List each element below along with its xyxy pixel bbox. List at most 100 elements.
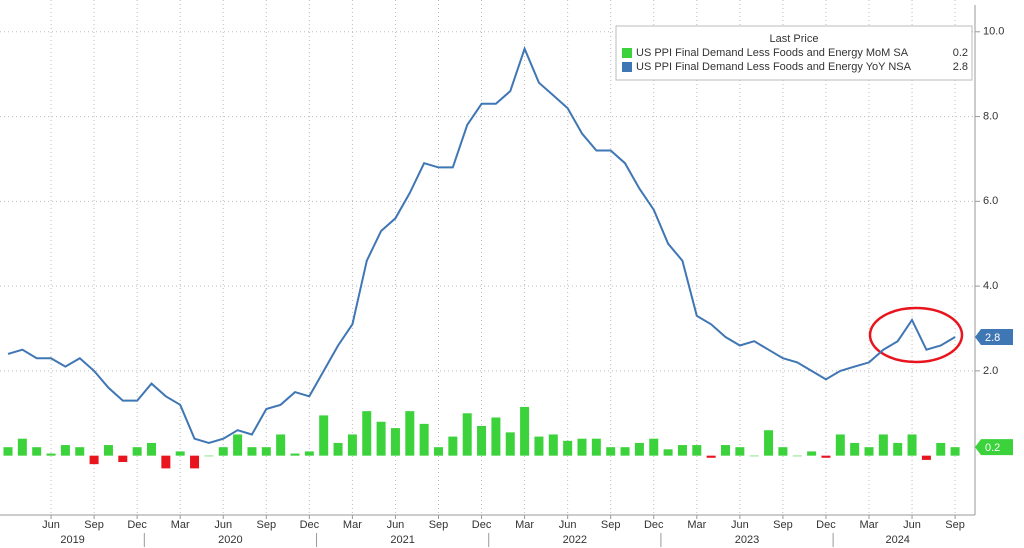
last-price-tag — [975, 439, 1013, 456]
bar — [376, 421, 386, 456]
bar — [190, 455, 200, 469]
highlight-ellipse — [868, 306, 964, 364]
bar — [247, 447, 257, 456]
bar — [563, 440, 573, 456]
bar — [333, 442, 343, 456]
legend-title: Last Price — [770, 33, 819, 45]
x-tick-label: Dec — [472, 519, 492, 531]
bar — [677, 445, 687, 456]
bar — [233, 434, 243, 456]
x-tick-label: Sep — [429, 519, 449, 531]
bar — [60, 445, 70, 456]
bar — [835, 434, 845, 456]
x-tick-label: Mar — [515, 519, 534, 531]
legend-label: US PPI Final Demand Less Foods and Energ… — [636, 47, 909, 59]
bar — [175, 451, 185, 456]
bar — [821, 455, 831, 458]
bar — [304, 451, 314, 456]
bar — [692, 445, 702, 456]
bar — [850, 442, 860, 456]
year-label: 2021 — [390, 534, 414, 546]
legend: Last Price US PPI Final Demand Less Food… — [615, 25, 973, 81]
bar — [620, 447, 630, 456]
last-price-label: 2.8 — [985, 332, 1000, 344]
year-label: 2020 — [218, 534, 242, 546]
bar — [319, 415, 329, 456]
bar — [362, 411, 372, 456]
x-tick-label: Mar — [343, 519, 362, 531]
bar — [32, 447, 42, 456]
year-label: 2019 — [60, 534, 84, 546]
bar — [477, 425, 487, 456]
bar — [936, 442, 946, 456]
legend-swatch — [622, 62, 632, 72]
bar — [663, 449, 673, 456]
bar — [778, 447, 788, 456]
bar — [792, 455, 802, 457]
bar — [17, 438, 27, 456]
y-tick-label: 6.0 — [983, 195, 998, 207]
bar — [46, 453, 56, 456]
bar — [491, 417, 501, 456]
x-tick-label: Jun — [214, 519, 232, 531]
bar — [75, 447, 85, 456]
bar — [764, 430, 774, 456]
bar — [103, 445, 113, 456]
bar — [261, 447, 271, 456]
y-tick-label: 2.0 — [983, 365, 998, 377]
x-tick-label: Jun — [42, 519, 60, 531]
last-price-tag — [975, 328, 1013, 345]
x-tick-label: Jun — [731, 519, 749, 531]
x-tick-label: Dec — [127, 519, 147, 531]
x-tick-label: Jun — [903, 519, 921, 531]
x-tick-label: Sep — [84, 519, 104, 531]
bar — [721, 445, 730, 456]
bar — [878, 434, 888, 456]
bar — [735, 447, 745, 456]
legend-box — [615, 25, 973, 81]
bar — [390, 428, 400, 456]
y-tick-label: 10.0 — [983, 26, 1004, 38]
year-label: 2023 — [735, 534, 759, 546]
x-tick-label: Sep — [773, 519, 793, 531]
bar — [118, 455, 128, 463]
x-tick-label: Dec — [644, 519, 664, 531]
x-tick-label: Sep — [945, 519, 965, 531]
bar — [3, 447, 13, 456]
x-tick-label: Jun — [559, 519, 577, 531]
bar — [218, 447, 228, 456]
bar — [807, 451, 817, 456]
bar — [577, 438, 587, 456]
y-tick-label: 4.0 — [983, 280, 998, 292]
legend-value: 2.8 — [953, 61, 968, 73]
bar — [548, 434, 558, 456]
x-tick-label: Mar — [687, 519, 706, 531]
bar — [462, 413, 472, 456]
bar — [520, 406, 530, 456]
bar — [419, 423, 429, 456]
x-tick-label: Sep — [601, 519, 621, 531]
x-tick-label: Jun — [387, 519, 405, 531]
bar — [591, 438, 601, 456]
bar — [634, 442, 644, 456]
bar — [907, 434, 917, 456]
line — [7, 45, 956, 444]
bar — [505, 432, 515, 456]
bar — [161, 455, 171, 469]
bar — [405, 411, 415, 456]
legend-swatch — [622, 48, 632, 58]
x-tick-label: Dec — [300, 519, 320, 531]
y-tick-label: 8.0 — [983, 110, 998, 122]
bar — [921, 455, 931, 460]
year-label: 2022 — [563, 534, 587, 546]
bar — [950, 447, 960, 456]
last-price-label: 0.2 — [985, 442, 1000, 454]
bar — [448, 436, 458, 456]
bar — [290, 453, 300, 456]
bar — [347, 434, 357, 456]
x-tick-label: Dec — [816, 519, 836, 531]
x-tick-label: Mar — [860, 519, 879, 531]
